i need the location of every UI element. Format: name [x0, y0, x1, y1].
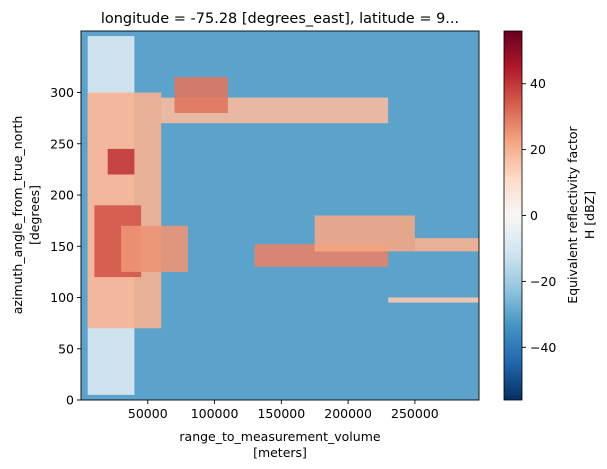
y-axis: 0 50 100 150 200 250 300 [50, 85, 81, 408]
x-axis-units: [meters] [253, 445, 307, 460]
y-tick-label: 150 [50, 239, 74, 254]
colorbar-tick-label: 20 [530, 142, 546, 157]
echo-region [107, 148, 135, 175]
colorbar: −40 −20 0 20 40 Equivalent reflectivity fact… [503, 30, 597, 401]
x-tick-label: 50000 [128, 406, 168, 421]
y-tick-label: 200 [50, 188, 74, 203]
x-tick-label: 100000 [191, 406, 239, 421]
x-axis: 50000 100000 150000 200000 250000 [128, 400, 439, 421]
x-tick-label: 200000 [324, 406, 372, 421]
y-axis-label: azimuth_angle_from_true_north [10, 116, 25, 315]
colorbar-tick-label: 0 [530, 208, 538, 223]
x-tick-label: 150000 [257, 406, 305, 421]
echo-layer [87, 36, 479, 395]
y-tick-label: 50 [58, 341, 74, 356]
y-tick-label: 0 [66, 393, 74, 408]
y-tick-label: 300 [50, 85, 74, 100]
echo-region [174, 77, 228, 113]
colorbar-tick-label: −20 [530, 274, 556, 289]
y-tick-label: 100 [50, 290, 74, 305]
colorbar-label-line1: Equivalent reflectivity factor [565, 125, 580, 303]
x-tick-label: 250000 [391, 406, 439, 421]
plot-frame [80, 30, 480, 401]
echo-region [414, 238, 479, 252]
echo-region [314, 215, 415, 252]
chart-title: longitude = -75.28 [degrees_east], latit… [101, 11, 459, 27]
y-tick-label: 250 [50, 136, 74, 151]
echo-region [388, 297, 479, 303]
y-axis-units: [degrees] [27, 185, 42, 245]
echo-region [121, 225, 188, 272]
colorbar-tick-label: 40 [530, 76, 546, 91]
colorbar-label-line2: H [dBZ] [582, 191, 597, 239]
colorbar-gradient [503, 30, 523, 401]
colorbar-ticks: −40 −20 0 20 40 [522, 76, 556, 355]
x-axis-label: range_to_measurement_volume [179, 429, 380, 444]
plot-area [80, 30, 480, 401]
colorbar-tick-label: −40 [530, 340, 556, 355]
